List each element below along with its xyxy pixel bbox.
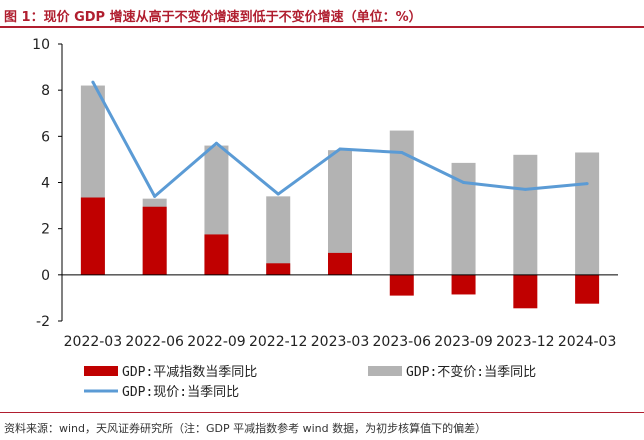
y-tick-label: -2: [36, 314, 50, 330]
bar-constant-price: [266, 196, 291, 275]
legend-label: GDP:不变价:当季同比: [406, 364, 536, 380]
x-tick-label: 2023-06: [373, 334, 432, 350]
x-tick-label: 2023-09: [434, 334, 493, 350]
bar-deflator: [266, 263, 291, 275]
bar-deflator: [142, 206, 167, 275]
x-tick-label: 2022-06: [125, 334, 184, 350]
line-point: [91, 80, 95, 84]
bar-deflator: [575, 274, 600, 304]
line-point: [214, 141, 218, 145]
bar-deflator: [451, 274, 476, 295]
source-divider: [0, 412, 644, 413]
line-point: [462, 181, 466, 184]
x-tick-label: 2022-12: [249, 334, 308, 350]
bar-constant-price: [575, 152, 600, 275]
bar-deflator: [80, 197, 105, 275]
y-tick-label: 0: [41, 268, 50, 284]
line-point: [338, 147, 342, 151]
source-note: 资料来源：wind，天风证券研究所（注：GDP 平减指数参考 wind 数据，为…: [4, 422, 487, 435]
x-tick-label: 2024-03: [558, 334, 617, 350]
bar-deflator: [204, 234, 229, 275]
y-tick-label: 4: [41, 176, 50, 192]
legend-swatch: [84, 366, 118, 376]
x-tick-label: 2022-09: [187, 334, 246, 350]
chart-title: 图 1：现价 GDP 增速从高于不变价增速到低于不变价增速（单位：%）: [4, 10, 422, 25]
line-point: [400, 150, 404, 154]
y-tick-label: 6: [41, 129, 50, 145]
bar-constant-price: [513, 154, 538, 275]
x-tick-label: 2022-03: [64, 334, 123, 350]
x-tick-label: 2023-12: [496, 334, 555, 350]
bar-deflator: [328, 252, 352, 275]
y-tick-label: 8: [41, 83, 50, 99]
legend-label: GDP:现价:当季同比: [122, 385, 239, 400]
y-tick-label: 2: [41, 222, 50, 238]
x-tick-label: 2023-03: [311, 334, 370, 350]
y-tick-label: 10: [32, 37, 50, 53]
title-divider: [0, 26, 644, 28]
bar-constant-price: [389, 130, 414, 275]
line-point: [276, 192, 280, 196]
line-point: [523, 187, 527, 191]
legend-swatch: [368, 366, 402, 376]
line-point: [153, 194, 157, 198]
bar-deflator: [513, 274, 538, 309]
bar-deflator: [389, 274, 414, 296]
legend-label: GDP:平减指数当季同比: [122, 365, 257, 380]
line-point: [585, 182, 589, 186]
